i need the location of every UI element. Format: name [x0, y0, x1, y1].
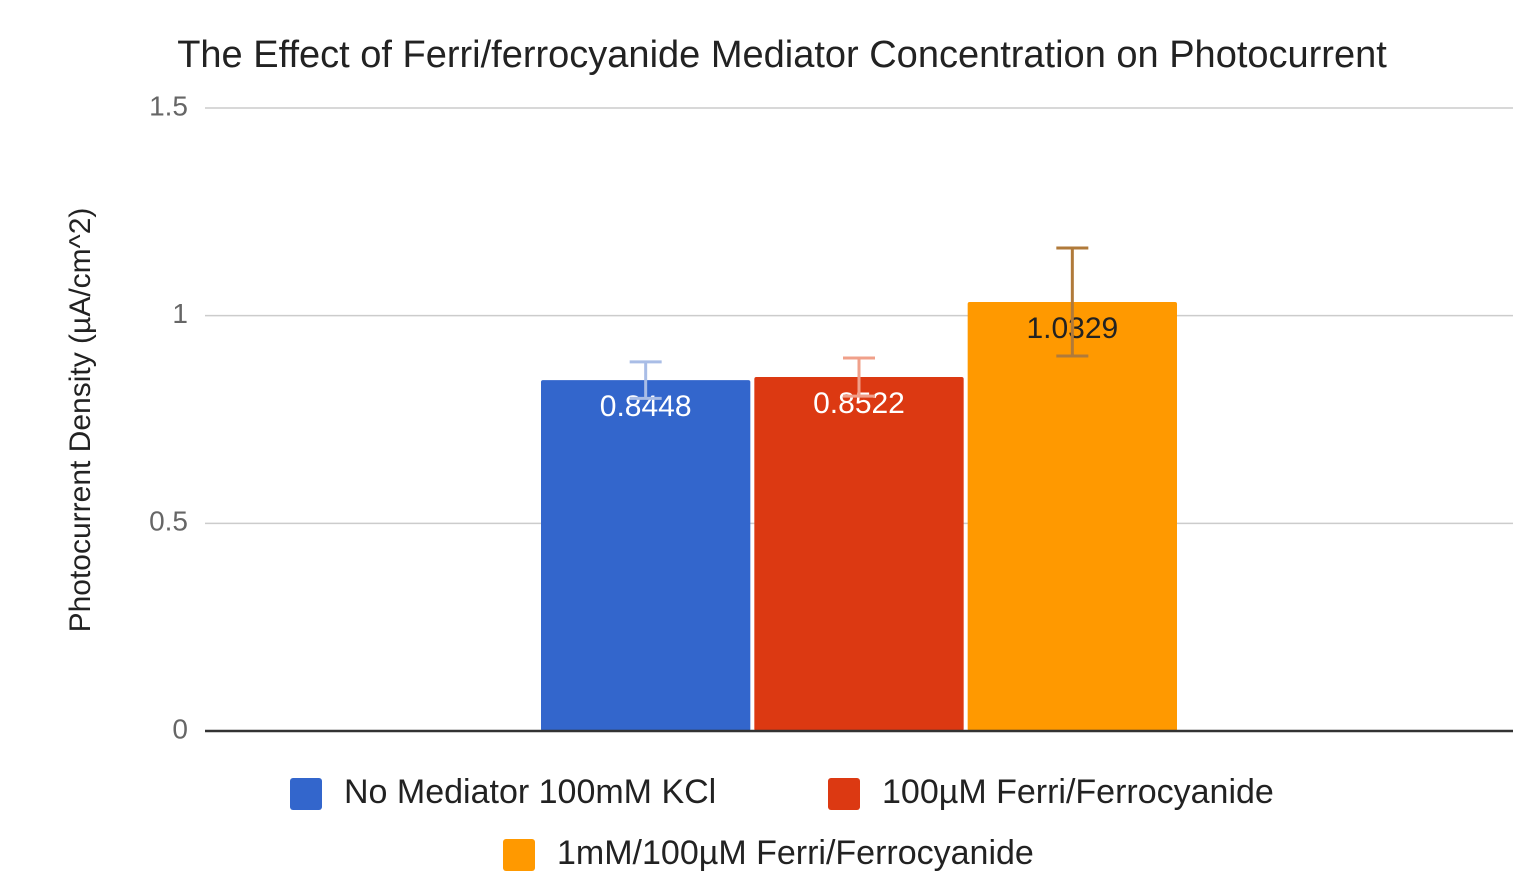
bar: [967, 302, 1177, 731]
error-bar: [629, 360, 662, 400]
legend-label: 1mM/100µM Ferri/Ferrocyanide: [557, 834, 1034, 872]
y-tick-label: 1: [172, 298, 188, 329]
y-axis-label: Photocurrent Density (µA/cm^2): [64, 208, 97, 633]
legend-label: No Mediator 100mM KCl: [344, 773, 716, 811]
error-bar: [843, 356, 875, 398]
error-bar: [1056, 246, 1089, 358]
legend-label: 100µM Ferri/Ferrocyanide: [882, 773, 1274, 811]
y-tick-label: 0.5: [149, 506, 188, 537]
y-tick-label: 1.5: [149, 90, 188, 121]
legend-swatch: [828, 778, 860, 810]
chart-title: The Effect of Ferri/ferrocyanide Mediato…: [177, 34, 1387, 76]
bar: [541, 380, 751, 731]
bar: [754, 377, 964, 731]
legend-swatch: [503, 839, 535, 871]
y-tick-label: 0: [172, 713, 188, 744]
legend-swatch: [290, 778, 322, 810]
